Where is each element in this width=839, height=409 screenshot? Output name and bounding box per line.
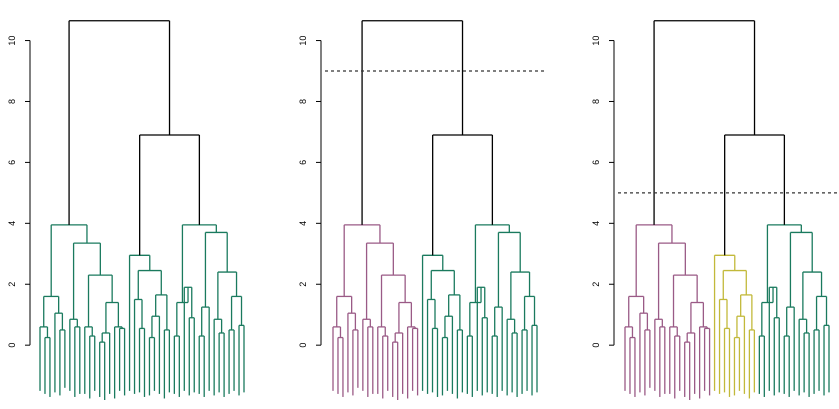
- y-tick-label: 2: [7, 282, 17, 287]
- y-tick-label: 4: [591, 221, 601, 226]
- y-tick-label: 10: [7, 36, 17, 46]
- dendrogram-panel-2: 0 2 4 6 8 10: [298, 20, 545, 400]
- y-tick-label: 6: [7, 160, 17, 165]
- y-tick-label: 0: [591, 343, 601, 348]
- y-tick-label: 8: [591, 99, 601, 104]
- y-tick-label: 6: [298, 160, 308, 165]
- y-tick-label: 8: [298, 99, 308, 104]
- y-tick-label: 4: [7, 221, 17, 226]
- y-tick-label: 10: [298, 36, 308, 46]
- y-tick-label: 0: [298, 343, 308, 348]
- y-tick-label: 4: [298, 221, 308, 226]
- y-tick-label: 8: [7, 99, 17, 104]
- y-tick-label: 6: [591, 160, 601, 165]
- dendrogram-panel-1: 0 2 4 6 8 10: [7, 20, 245, 400]
- y-tick-label: 10: [591, 36, 601, 46]
- dendrogram-panel-3: 0 2 4 6 8 10: [591, 20, 839, 400]
- y-tick-label: 2: [591, 282, 601, 287]
- y-tick-label: 0: [7, 343, 17, 348]
- y-tick-label: 2: [298, 282, 308, 287]
